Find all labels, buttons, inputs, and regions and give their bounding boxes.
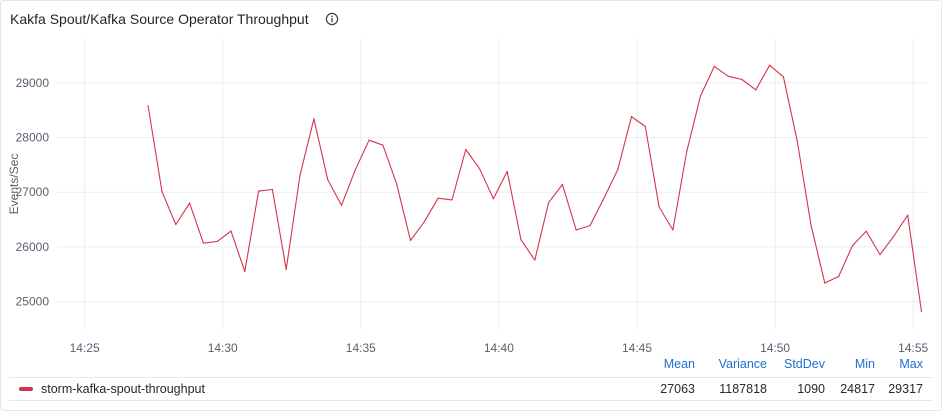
data-point xyxy=(893,235,895,237)
stat-header-variance[interactable]: Variance xyxy=(718,357,767,371)
y-tick-label: 28000 xyxy=(16,130,50,144)
stat-header-max[interactable]: Max xyxy=(899,357,923,371)
data-point xyxy=(658,206,660,208)
data-point xyxy=(506,170,508,173)
data-point xyxy=(699,95,702,97)
data-point xyxy=(175,223,177,226)
data-point xyxy=(561,183,564,186)
data-point xyxy=(451,199,453,201)
data-point xyxy=(478,168,481,170)
data-point xyxy=(354,169,356,171)
x-tick-label: 14:50 xyxy=(760,341,790,355)
data-point xyxy=(258,190,260,192)
legend-swatch xyxy=(19,387,33,391)
data-point xyxy=(382,144,384,146)
data-point xyxy=(920,311,923,313)
data-point xyxy=(644,125,646,128)
data-point xyxy=(865,230,867,232)
data-point xyxy=(437,197,439,199)
data-point xyxy=(603,197,605,199)
y-tick-label: 27000 xyxy=(16,185,50,199)
data-point xyxy=(244,270,246,273)
data-point xyxy=(368,139,370,141)
y-tick-label: 29000 xyxy=(16,76,50,90)
data-point xyxy=(327,179,329,181)
data-point xyxy=(824,282,826,284)
data-point xyxy=(313,118,315,120)
data-point xyxy=(492,198,494,200)
data-point xyxy=(147,105,149,107)
legend-row[interactable]: storm-kafka-spout-throughput 27063 11878… xyxy=(9,377,933,401)
data-point xyxy=(907,214,909,216)
legend-variance-value: 1187818 xyxy=(719,382,767,396)
data-point xyxy=(202,242,204,244)
data-point xyxy=(230,230,232,232)
y-tick-label: 25000 xyxy=(16,295,50,309)
data-point xyxy=(838,275,840,278)
data-point xyxy=(409,239,412,241)
x-tick-label: 14:55 xyxy=(898,341,928,355)
data-point xyxy=(755,89,757,91)
legend-series-name[interactable]: storm-kafka-spout-throughput xyxy=(41,382,205,396)
stat-header-min[interactable]: Min xyxy=(854,357,875,371)
series-line xyxy=(147,64,923,312)
data-point xyxy=(396,183,398,185)
x-tick-label: 14:35 xyxy=(346,341,376,355)
data-point xyxy=(161,191,163,193)
legend-values: 27063 1187818 1090 24817 29317 xyxy=(647,382,923,396)
data-point xyxy=(617,169,619,171)
data-point xyxy=(589,224,591,227)
y-tick-label: 26000 xyxy=(16,240,50,254)
legend-max-value: 29317 xyxy=(888,382,923,396)
panel-header: Kakfa Spout/Kafka Source Operator Throug… xyxy=(10,9,339,29)
data-point xyxy=(271,188,274,191)
data-point xyxy=(727,75,729,77)
x-tick-label: 14:45 xyxy=(622,341,652,355)
data-point xyxy=(575,229,577,231)
x-tick-label: 14:30 xyxy=(208,341,238,355)
data-point xyxy=(340,204,343,206)
y-axis-label: Events/Sec xyxy=(7,154,21,215)
stat-header-mean[interactable]: Mean xyxy=(663,357,695,371)
data-point xyxy=(879,253,881,256)
data-point xyxy=(548,202,550,204)
data-point xyxy=(782,76,784,78)
data-point xyxy=(299,174,301,176)
x-tick-label: 14:25 xyxy=(70,341,100,355)
info-icon[interactable] xyxy=(325,12,339,26)
stat-header-stddev[interactable]: StdDev xyxy=(784,357,825,371)
data-point xyxy=(285,268,287,270)
line-chart: 25000 26000 27000 28000 29000 14:25 14:30 14:35… xyxy=(7,39,929,355)
legend-stddev-value: 1090 xyxy=(797,382,825,396)
panel-title: Kakfa Spout/Kafka Source Operator Throug… xyxy=(10,11,309,27)
data-point xyxy=(810,224,812,226)
legend-min-value: 24817 xyxy=(840,382,875,396)
data-point xyxy=(768,64,771,66)
legend-mean-value: 27063 xyxy=(660,382,695,396)
data-point xyxy=(188,202,191,204)
legend-stat-headers: Mean Variance StdDev Min Max xyxy=(647,357,923,371)
data-point xyxy=(534,259,536,261)
data-point xyxy=(741,78,743,81)
data-point xyxy=(851,245,854,247)
data-point xyxy=(630,116,633,118)
data-point xyxy=(686,151,688,153)
x-tick-label: 14:40 xyxy=(484,341,514,355)
data-point xyxy=(520,239,522,241)
data-point xyxy=(672,229,674,231)
data-point xyxy=(423,221,425,223)
data-point xyxy=(465,148,467,151)
data-point xyxy=(216,240,218,243)
data-point xyxy=(713,65,715,67)
data-point xyxy=(796,140,798,142)
